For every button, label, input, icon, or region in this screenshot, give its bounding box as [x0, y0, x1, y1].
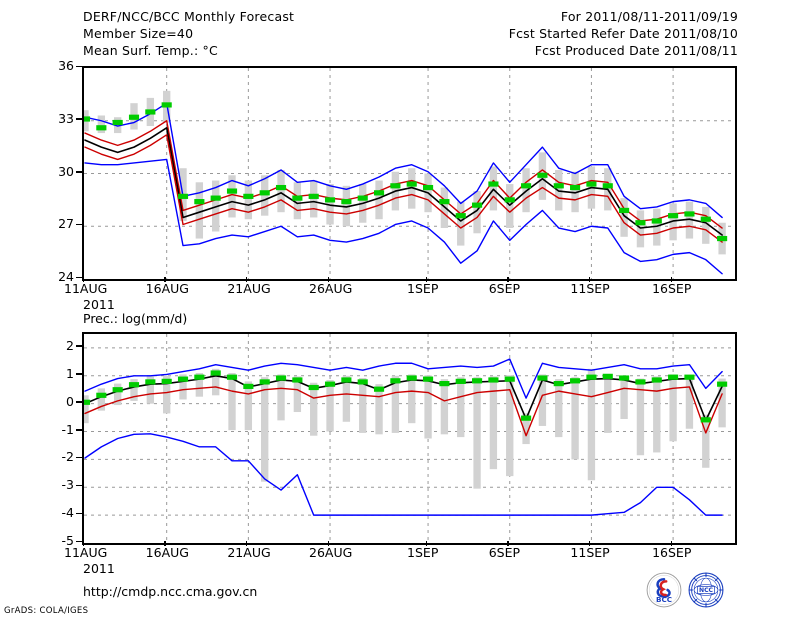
x-axis-tick-label: 11SEP [570, 545, 610, 560]
observed-mean-markers [84, 102, 728, 242]
bcc-logo-text: BCC [656, 595, 672, 604]
x-axis-tick-label: 11SEP [570, 281, 610, 296]
y-axis-tick-label: 30 [58, 163, 74, 179]
y-axis-tick-mark [76, 345, 82, 347]
started-ref-date-label: Fcst Started Refer Date 2011/08/10 [508, 26, 738, 41]
temperature-chart-svg [84, 68, 735, 279]
y-axis-tick-mark [76, 171, 82, 173]
x-axis-tick-label: 6SEP [488, 545, 521, 560]
series-line [84, 374, 723, 422]
bcc-logo-icon: BCC [646, 572, 682, 608]
grads-credit: GrADS: COLA/IGES [4, 606, 89, 616]
y-axis-tick-label: -4 [61, 505, 74, 521]
valid-period-label: For 2011/08/11-2011/09/19 [560, 9, 738, 24]
prec-variable-label: Prec.: log(mm/d) [83, 311, 188, 326]
x-axis-tick-mark [327, 541, 330, 546]
x-axis-tick-mark [670, 277, 673, 282]
x-axis-tick-mark [425, 541, 428, 546]
x-axis-tick-label: 6SEP [488, 281, 521, 296]
y-axis-tick-label: -5 [61, 533, 74, 548]
x-axis-tick-mark [82, 541, 84, 546]
temp-variable-label: Mean Surf. Temp.: °C [83, 43, 218, 58]
member-size-label: Member Size=40 [83, 26, 194, 41]
series-line [84, 158, 723, 275]
x-axis-tick-mark [588, 541, 591, 546]
x-axis-tick-mark [82, 277, 84, 282]
y-axis-tick-mark [76, 512, 82, 515]
y-axis-tick-label: 0 [66, 393, 74, 409]
y-axis-tick-label: 36 [58, 58, 74, 73]
y-axis-tick-label: 27 [58, 216, 74, 232]
y-axis-tick-label: -2 [61, 449, 74, 465]
y-axis-tick-mark [76, 540, 82, 542]
y-axis-tick-mark [76, 223, 82, 226]
x-axis-tick-mark [507, 277, 509, 282]
x-axis-tick-mark [245, 277, 248, 282]
y-axis-tick-label: 1 [66, 365, 74, 381]
spread-bars [84, 368, 726, 489]
y-axis-tick-mark [76, 276, 82, 278]
x-axis-tick-mark [507, 541, 509, 546]
x-axis-tick-label: 16SEP [652, 545, 692, 560]
y-axis-tick-mark [76, 401, 82, 403]
ncc-logo-icon: NCC [688, 572, 724, 608]
forecast-title: DERF/NCC/BCC Monthly Forecast [83, 9, 295, 24]
x-axis-tick-label: 16SEP [652, 281, 692, 296]
x-axis-year-bottom: 2011 [83, 561, 115, 576]
x-axis-tick-label: 1SEP [407, 281, 439, 296]
series-line [84, 134, 723, 243]
x-axis-year-top: 2011 [83, 297, 115, 312]
x-axis-tick-mark [164, 541, 166, 546]
series-line [84, 386, 723, 437]
y-axis-tick-label: 24 [58, 269, 74, 284]
x-axis-tick-mark [670, 541, 673, 546]
precipitation-plot-panel [82, 332, 737, 545]
y-axis-tick-mark [76, 118, 82, 120]
y-axis-tick-mark [76, 373, 82, 375]
series-line [84, 126, 723, 236]
series-line [84, 358, 723, 399]
x-axis-tick-mark [588, 277, 591, 282]
x-axis-tick-label: 16AUG [145, 545, 189, 560]
series-line [84, 102, 723, 219]
produced-date-label: Fcst Produced Date 2011/08/11 [534, 43, 738, 58]
y-axis-tick-label: 33 [58, 110, 74, 126]
x-axis-tick-label: 11AUG [64, 281, 108, 296]
x-axis-tick-label: 16AUG [145, 281, 189, 296]
x-axis-tick-mark [327, 277, 330, 282]
y-axis-tick-label: -1 [61, 421, 74, 437]
x-axis-tick-mark [164, 277, 166, 282]
y-axis-tick-mark [76, 65, 82, 67]
x-axis-tick-label: 1SEP [407, 545, 439, 560]
x-axis-tick-mark [425, 277, 428, 282]
y-axis-tick-mark [76, 484, 82, 487]
x-axis-tick-label: 26AUG [309, 545, 353, 560]
precipitation-chart-svg [84, 334, 735, 543]
source-url[interactable]: http://cmdp.ncc.cma.gov.cn [83, 584, 258, 599]
x-axis-tick-label: 11AUG [64, 545, 108, 560]
x-axis-tick-label: 26AUG [309, 281, 353, 296]
y-axis-tick-label: 2 [66, 337, 74, 353]
y-axis-tick-mark [76, 456, 82, 459]
observed-mean-markers [84, 370, 728, 423]
series-line [84, 120, 723, 229]
series-line [84, 433, 723, 516]
ncc-logo-text: NCC [699, 587, 714, 594]
x-axis-tick-label: 21AUG [227, 281, 271, 296]
temperature-plot-panel [82, 66, 737, 281]
x-axis-tick-mark [245, 541, 248, 546]
x-axis-tick-label: 21AUG [227, 545, 271, 560]
y-axis-tick-mark [76, 429, 82, 431]
y-axis-tick-label: -3 [61, 477, 74, 493]
